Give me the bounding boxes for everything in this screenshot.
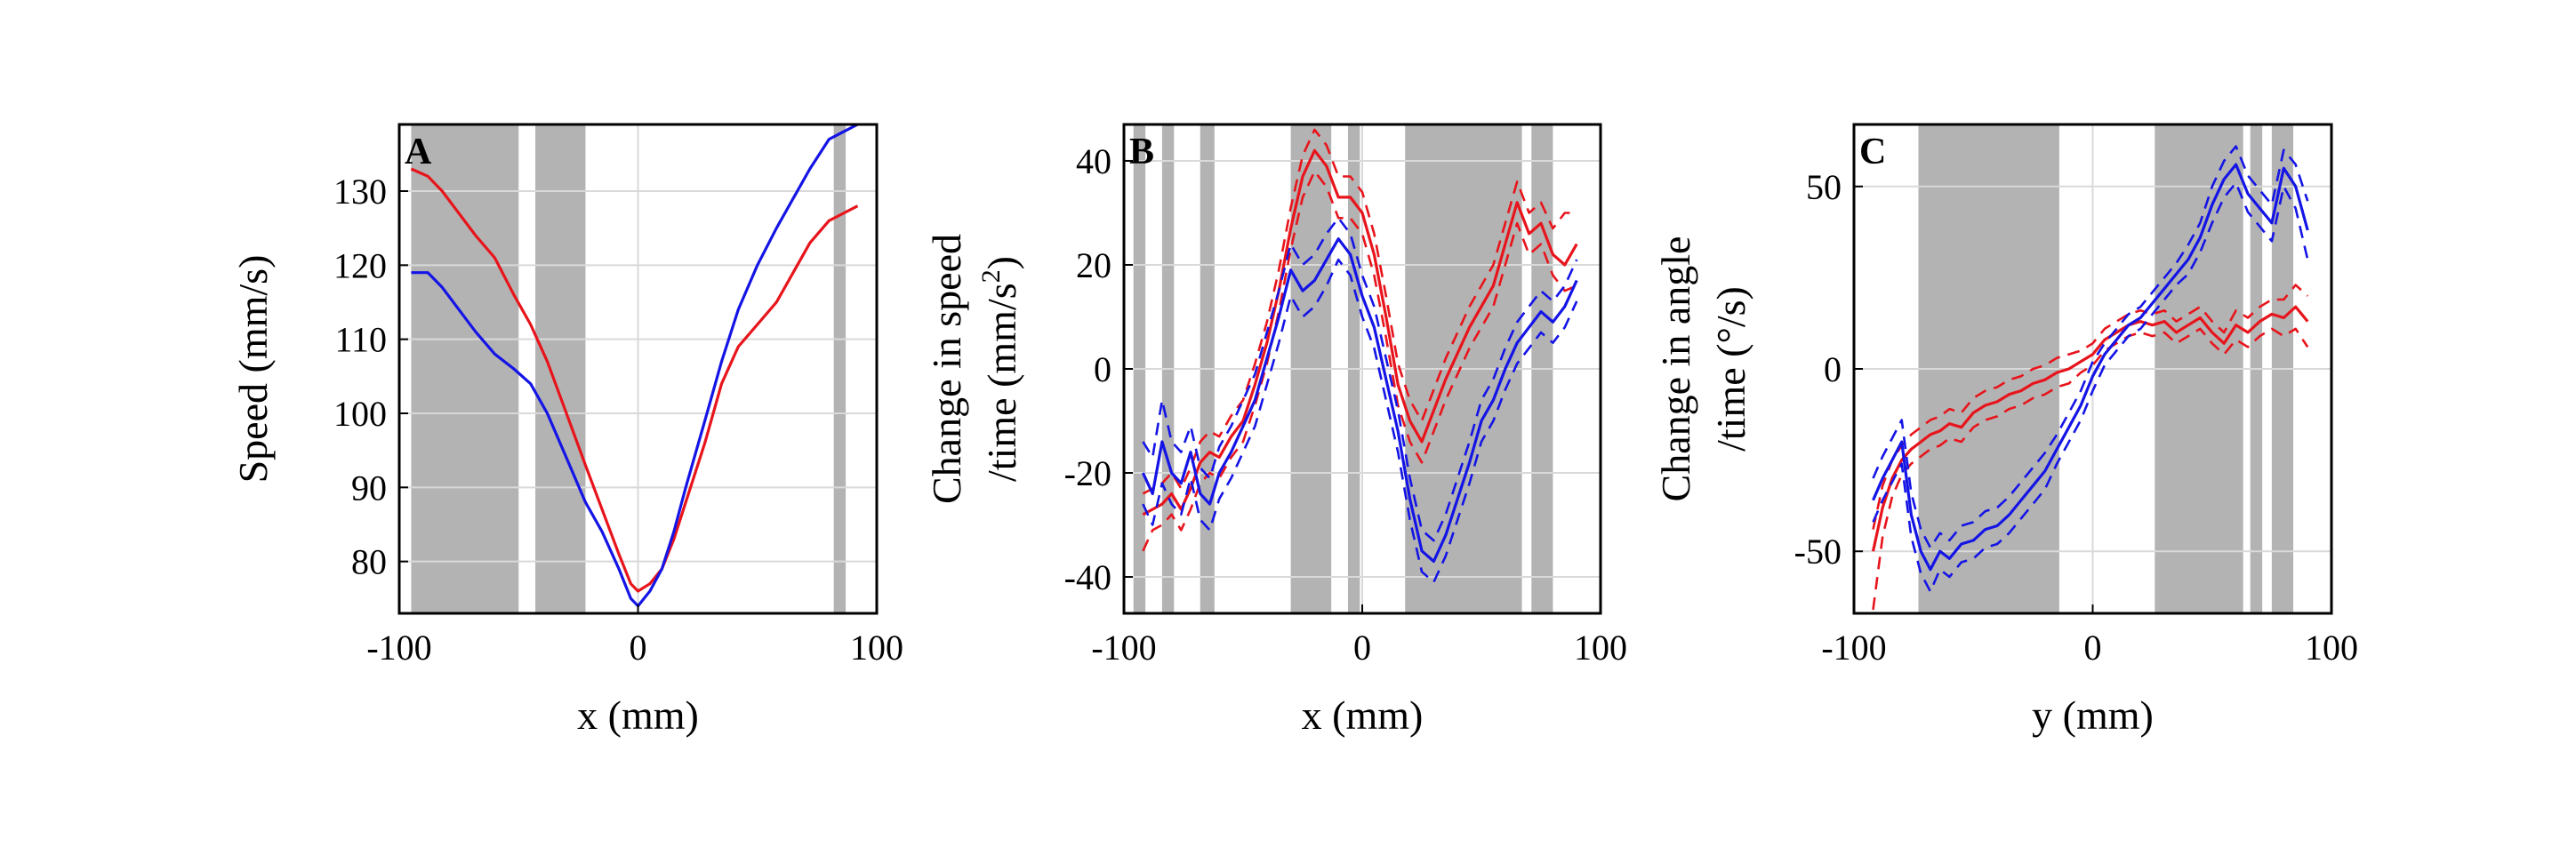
y-tick-label: 80 bbox=[351, 542, 387, 582]
y-axis-label-line2: /time (mm/s2) bbox=[976, 256, 1024, 482]
y-axis-label-main: /time (°/s) bbox=[1708, 286, 1753, 452]
y-tick-label: 20 bbox=[1076, 245, 1111, 285]
x-axis-label: x (mm) bbox=[577, 692, 699, 738]
series-line-red-solid bbox=[410, 167, 859, 593]
x-tick-label: 0 bbox=[630, 628, 647, 668]
series-line-blue-dashed bbox=[1872, 181, 2309, 593]
shaded-region bbox=[833, 124, 847, 613]
panel-label: B bbox=[1129, 132, 1154, 172]
y-tick-label: 100 bbox=[333, 394, 387, 434]
series-line-red-solid bbox=[1871, 305, 2309, 552]
y-axis-label-close: ) bbox=[979, 256, 1024, 269]
x-tick-label: -100 bbox=[366, 628, 431, 668]
chart-panel-c: -100 0 100 -50 0 50 Cy (mm) Change in angle/tim… bbox=[1653, 123, 2358, 738]
x-axis-label: x (mm) bbox=[1302, 692, 1424, 738]
series-line-red-solid bbox=[1142, 148, 1578, 516]
y-tick-label: 90 bbox=[351, 468, 387, 508]
y-axis-label: Speed (mm/s) bbox=[230, 255, 276, 484]
x-tick-label: -100 bbox=[1091, 628, 1156, 668]
y-axis-label-main: /time (mm/s bbox=[979, 283, 1024, 482]
x-tick-label: 100 bbox=[2305, 628, 2358, 668]
x-axis-label: y (mm) bbox=[2032, 692, 2154, 738]
x-tick-label: 0 bbox=[1353, 628, 1371, 668]
chart-panel-a: -100 0 100 80 90 100 110 120 130 Ax (mm) Speed (mm… bbox=[230, 123, 903, 738]
x-tick-label: 100 bbox=[1574, 628, 1627, 668]
series-line-blue-solid bbox=[1872, 163, 2309, 572]
y-axis-label-line1: Change in angle bbox=[1653, 236, 1698, 502]
y-tick-label: -50 bbox=[1794, 532, 1842, 572]
series-line-blue-solid bbox=[1141, 237, 1578, 564]
series-line-red-dashed bbox=[1872, 327, 2309, 611]
x-tick-label: 0 bbox=[2084, 628, 2102, 668]
series-line-red-dashed bbox=[1872, 284, 2309, 530]
y-tick-label: 0 bbox=[1824, 349, 1842, 389]
x-tick-label: 100 bbox=[850, 628, 903, 668]
panel-label: C bbox=[1859, 132, 1886, 172]
x-tick-label: -100 bbox=[1821, 628, 1886, 668]
series-line-blue-dashed bbox=[1872, 145, 2309, 549]
y-tick-label: -40 bbox=[1064, 557, 1111, 597]
y-axis-label-line1: Change in speed bbox=[924, 234, 969, 504]
series-line-red-dashed bbox=[1142, 170, 1577, 552]
y-tick-label: 40 bbox=[1076, 141, 1111, 181]
chart-panel-b: -100 0 100 -40 -20 0 20 40 Bx (mm) Change in spee… bbox=[924, 123, 1627, 738]
y-tick-label: 110 bbox=[334, 320, 387, 360]
y-tick-label: 0 bbox=[1094, 349, 1111, 389]
y-axis-label-superscript: 2 bbox=[976, 269, 1006, 283]
y-tick-label: 130 bbox=[333, 172, 387, 212]
series-line-blue-dashed bbox=[1142, 217, 1578, 542]
panel-label: A bbox=[405, 132, 432, 172]
series-line-red-dashed bbox=[1142, 128, 1577, 495]
series-line-blue-dashed bbox=[1142, 258, 1578, 584]
y-tick-label: -20 bbox=[1064, 453, 1111, 493]
shaded-region bbox=[535, 124, 586, 613]
y-axis-label-line2: /time (°/s) bbox=[1708, 286, 1753, 452]
y-tick-label: 50 bbox=[1806, 167, 1842, 207]
shaded-region bbox=[411, 124, 519, 613]
y-tick-label: 120 bbox=[333, 245, 387, 285]
